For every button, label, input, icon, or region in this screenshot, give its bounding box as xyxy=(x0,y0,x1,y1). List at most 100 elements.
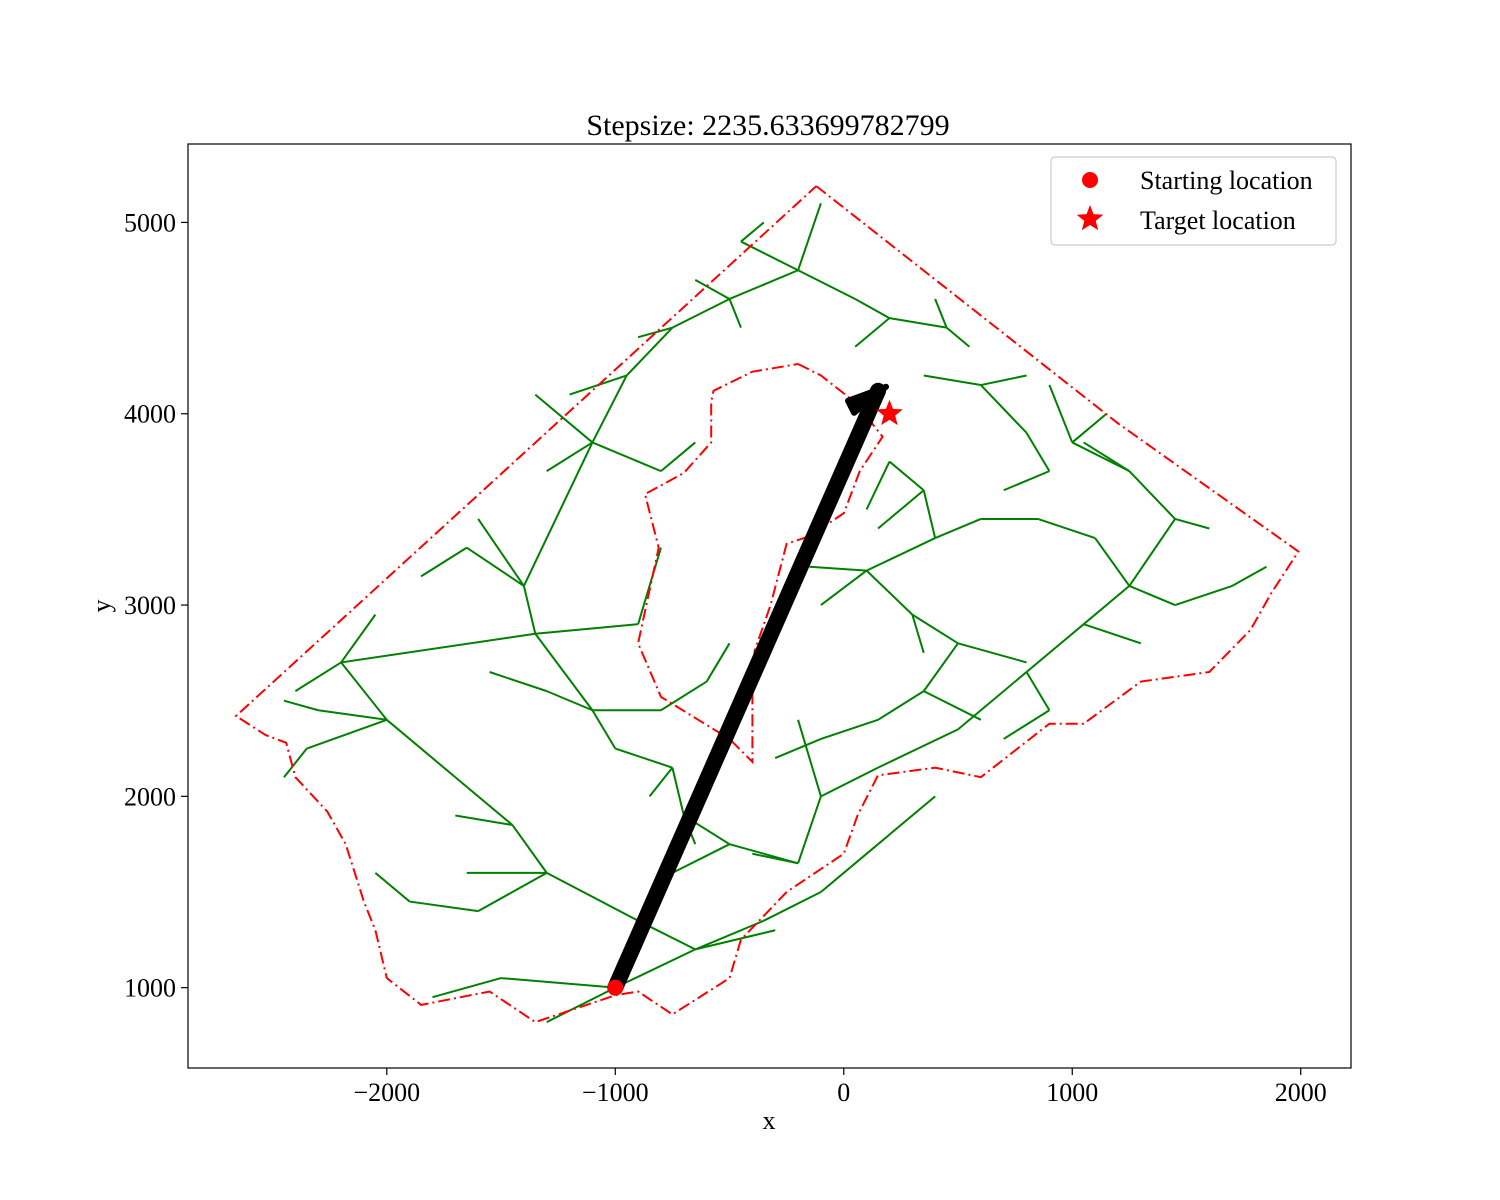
tree-edge xyxy=(500,977,616,989)
tree-edge xyxy=(1083,623,1142,645)
tree-edge xyxy=(318,709,387,721)
tree-edge xyxy=(374,872,411,903)
tree-edge xyxy=(877,795,936,845)
tree-edge xyxy=(1174,517,1210,530)
tree-edge xyxy=(1025,623,1085,673)
tree-edge xyxy=(1003,709,1050,740)
tree-edge xyxy=(466,546,525,587)
y-tick-label: 3000 xyxy=(124,591,176,620)
tree-edge xyxy=(820,766,879,798)
tree-edge xyxy=(477,518,525,587)
tree-edge xyxy=(409,900,479,913)
x-axis-label: x xyxy=(763,1106,776,1135)
tree-edge xyxy=(591,709,617,750)
tree-edge xyxy=(432,977,502,999)
tree-edge xyxy=(340,661,388,721)
tree-edge xyxy=(283,747,308,778)
tree-edge xyxy=(877,489,925,530)
tree-edge xyxy=(774,738,822,760)
tree-edge xyxy=(957,642,1027,664)
tree-edge xyxy=(660,441,696,472)
target-marker xyxy=(876,399,903,426)
x-axis-ticks: −2000 −1000 0 1000 2000 xyxy=(353,1068,1327,1107)
tree-edge xyxy=(340,632,536,664)
legend-target-label: Target location xyxy=(1140,206,1296,235)
tree-edge xyxy=(454,776,514,826)
tree-edge xyxy=(820,569,868,606)
tree-edge xyxy=(546,690,593,712)
tree-edge xyxy=(695,929,776,951)
tree-edge xyxy=(694,919,765,951)
tree-edge xyxy=(980,384,1028,434)
tree-edge xyxy=(888,460,925,492)
tree-edge xyxy=(922,490,937,539)
tree-edge xyxy=(1037,518,1096,540)
boundary-layer xyxy=(234,185,1300,1024)
tree-edge xyxy=(591,375,628,443)
tree-edge xyxy=(294,661,342,692)
tree-edge xyxy=(1128,518,1176,587)
tree-edge xyxy=(614,948,696,989)
tree-edge xyxy=(671,767,685,816)
tree-edge xyxy=(923,690,982,721)
tree-edge xyxy=(911,614,925,654)
tree-edge xyxy=(534,393,594,444)
tree-edge xyxy=(1025,432,1051,472)
tree-edge xyxy=(511,824,548,874)
x-tick-label: 2000 xyxy=(1275,1078,1327,1107)
tree-edge xyxy=(1071,441,1130,473)
tree-edge xyxy=(522,442,594,587)
tree-edge xyxy=(660,680,708,712)
y-tick-label: 2000 xyxy=(124,782,176,811)
tree-edge xyxy=(728,298,742,329)
y-tick-label: 5000 xyxy=(124,208,176,237)
tree-edge xyxy=(592,441,662,473)
tree-edge xyxy=(546,441,593,472)
plot-area xyxy=(234,185,1300,1024)
tree-edge xyxy=(945,326,971,348)
legend: Starting location Target location xyxy=(1050,156,1337,246)
axes-frame xyxy=(187,143,1352,1069)
y-tick-label: 1000 xyxy=(124,974,176,1003)
tree-edge xyxy=(671,843,730,874)
tree-edge xyxy=(534,633,594,711)
tree-edge xyxy=(889,317,947,329)
legend-box xyxy=(1050,156,1337,246)
tree-edge xyxy=(455,814,513,827)
tree-edge xyxy=(489,671,548,693)
tree-edge xyxy=(809,565,867,572)
tree-edge xyxy=(866,537,936,572)
path-line xyxy=(607,382,887,996)
tree-edge xyxy=(877,690,925,721)
tree-edge xyxy=(306,718,388,750)
tree-edge xyxy=(752,852,799,865)
tree-edge xyxy=(705,642,731,683)
chart-title: Stepsize: 2235.633699782799 xyxy=(586,109,949,142)
tree-edge xyxy=(820,718,879,740)
tree-edge xyxy=(934,298,948,329)
outer-boundary xyxy=(234,185,1300,1024)
tree-edge xyxy=(637,547,662,625)
tree-edge xyxy=(1128,470,1176,520)
tree-edge xyxy=(740,221,765,243)
tree-edge xyxy=(1083,441,1130,472)
tree-edge xyxy=(671,298,730,329)
tree-edge xyxy=(1048,384,1074,443)
tree-edge xyxy=(546,986,616,1023)
tree-edge xyxy=(980,374,1027,387)
tree-edge xyxy=(535,623,639,635)
tree-edge xyxy=(854,298,890,319)
tree-edge xyxy=(1094,537,1131,587)
x-tick-label: 0 xyxy=(837,1078,850,1107)
tree-edge xyxy=(340,614,377,664)
tree-edge xyxy=(420,546,468,578)
legend-target-marker xyxy=(1076,205,1104,231)
tree-edge xyxy=(637,326,673,339)
tree-edge xyxy=(625,326,674,377)
tree-edge xyxy=(546,871,639,922)
tree-edge xyxy=(923,374,982,387)
tree-edge xyxy=(1083,585,1131,625)
tree-edge xyxy=(797,719,822,797)
y-axis-ticks: 1000 2000 3000 4000 5000 xyxy=(124,208,188,1003)
tree-edge xyxy=(694,278,731,300)
